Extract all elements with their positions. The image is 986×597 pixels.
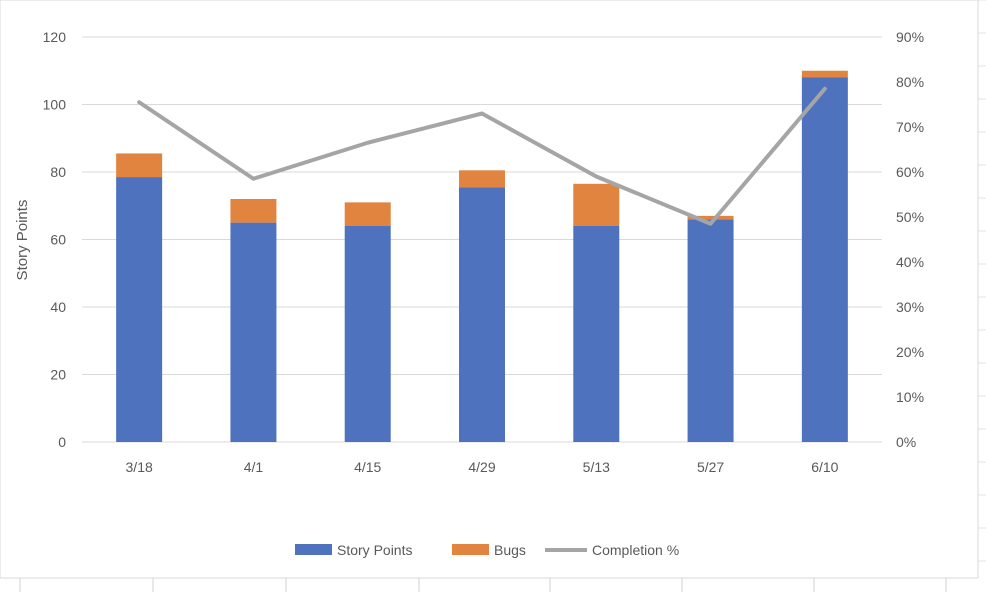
- bar-story-points: [802, 78, 848, 443]
- bar-bugs: [573, 184, 619, 226]
- y-axis-title: Story Points: [14, 200, 31, 281]
- x-tick-label: 3/18: [126, 459, 153, 475]
- y-tick-label: 20: [50, 367, 66, 383]
- x-tick-label: 4/1: [244, 459, 264, 475]
- x-tick-label: 5/13: [583, 459, 610, 475]
- bar-bugs: [345, 202, 391, 226]
- y-tick-label: 40: [50, 299, 66, 315]
- bar-story-points: [116, 177, 162, 442]
- y2-tick-label: 10%: [896, 389, 924, 405]
- y2-tick-label: 30%: [896, 299, 924, 315]
- x-tick-label: 4/15: [354, 459, 381, 475]
- y-tick-label: 100: [43, 97, 67, 113]
- x-tick-label: 6/10: [811, 459, 838, 475]
- legend-swatch: [295, 544, 332, 555]
- y2-tick-label: 60%: [896, 164, 924, 180]
- bar-story-points: [459, 187, 505, 442]
- y2-tick-label: 20%: [896, 344, 924, 360]
- bar-story-points: [573, 226, 619, 442]
- y2-tick-label: 0%: [896, 434, 916, 450]
- y2-tick-label: 40%: [896, 254, 924, 270]
- y2-tick-label: 70%: [896, 119, 924, 135]
- y-tick-label: 60: [50, 232, 66, 248]
- legend-label: Completion %: [592, 542, 679, 558]
- bar-bugs: [459, 170, 505, 187]
- x-tick-label: 4/29: [468, 459, 495, 475]
- bar-story-points: [230, 223, 276, 442]
- y2-tick-label: 50%: [896, 209, 924, 225]
- legend-swatch: [452, 544, 489, 555]
- y-tick-label: 120: [43, 29, 67, 45]
- bar-story-points: [345, 226, 391, 442]
- y2-tick-label: 80%: [896, 74, 924, 90]
- bar-story-points: [688, 219, 734, 442]
- x-tick-label: 5/27: [697, 459, 724, 475]
- legend-label: Story Points: [337, 542, 412, 558]
- bar-bugs: [230, 199, 276, 223]
- y-tick-label: 0: [58, 434, 66, 450]
- bar-bugs: [116, 153, 162, 177]
- legend-label: Bugs: [494, 542, 526, 558]
- y-tick-label: 80: [50, 164, 66, 180]
- bar-bugs: [802, 71, 848, 78]
- y2-tick-label: 90%: [896, 29, 924, 45]
